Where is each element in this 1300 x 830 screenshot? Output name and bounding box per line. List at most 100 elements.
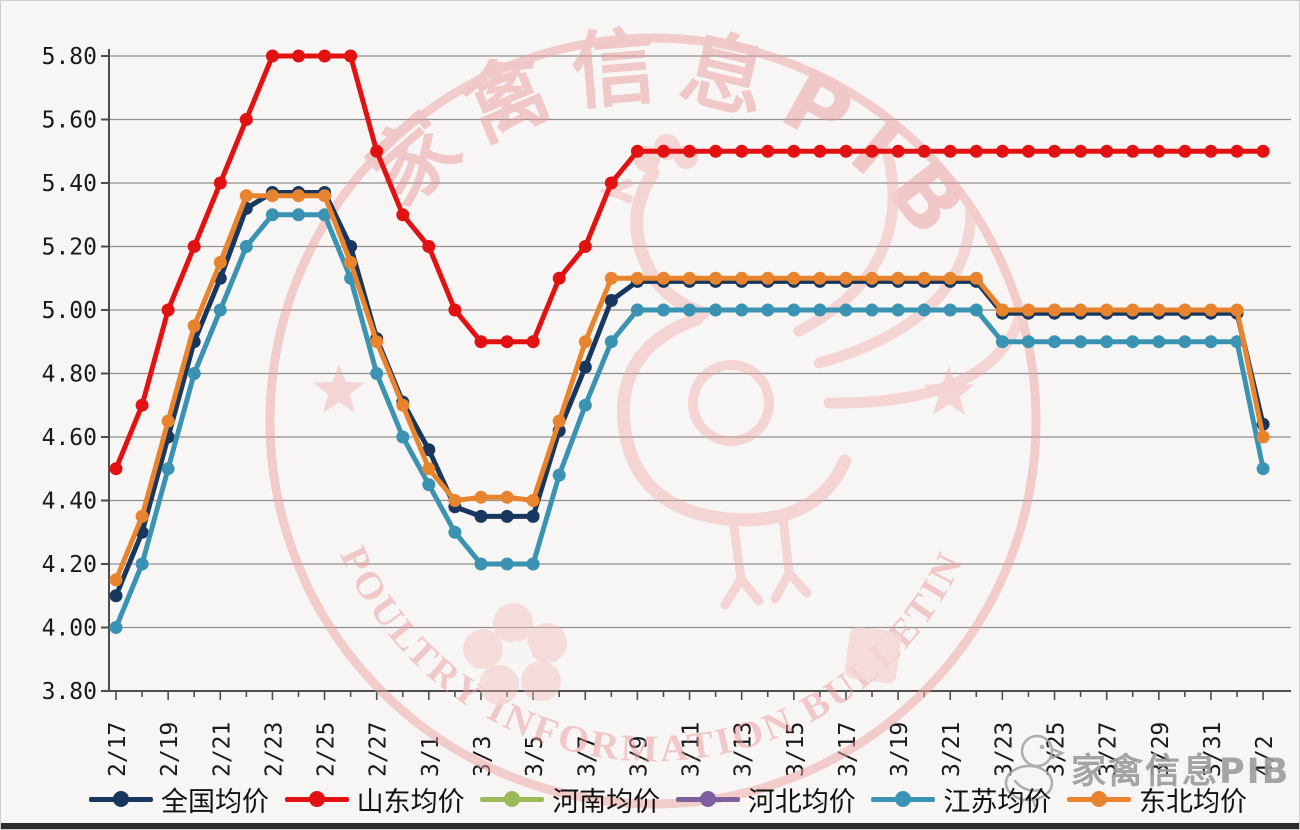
- data-point: [1256, 462, 1270, 476]
- data-point: [787, 303, 801, 317]
- data-point: [604, 271, 618, 285]
- legend-item-5: 东北均价: [1066, 780, 1247, 819]
- y-axis-label: 4.20: [42, 552, 97, 578]
- data-point: [995, 335, 1009, 349]
- data-point: [735, 303, 749, 317]
- data-point: [396, 430, 410, 444]
- data-point: [735, 144, 749, 158]
- legend-item-0: 全国均价: [89, 780, 269, 819]
- data-point: [161, 414, 175, 428]
- data-point: [657, 303, 670, 317]
- y-axis-label: 4.40: [42, 489, 97, 515]
- data-point: [500, 557, 514, 571]
- data-point: [917, 144, 931, 158]
- data-point: [187, 240, 201, 253]
- data-point: [526, 494, 540, 507]
- data-point: [265, 208, 279, 222]
- x-axis-label: 3/31: [1200, 722, 1226, 777]
- data-point: [683, 303, 696, 317]
- data-point: [344, 49, 358, 63]
- y-axis-label: 5.60: [42, 108, 97, 134]
- data-point: [318, 189, 332, 203]
- series-5: [109, 189, 1270, 587]
- x-axis-label: 2/27: [366, 722, 392, 777]
- data-point: [161, 303, 175, 317]
- data-point: [474, 335, 488, 349]
- x-axis-label: 2/19: [157, 722, 183, 777]
- chart-axes: 5.80 5.60 5.40 5.20 5.00 4.80 4.60 4.40 4.20 4.00…: [42, 44, 1291, 777]
- data-point: [422, 462, 436, 476]
- y-axis-label: 4.60: [42, 425, 97, 451]
- data-point: [839, 303, 853, 317]
- x-axis-label: 3/23: [991, 722, 1017, 777]
- data-point: [891, 271, 905, 285]
- star-icon: [313, 364, 365, 413]
- data-point: [969, 303, 983, 317]
- data-point: [1100, 303, 1114, 317]
- data-point: [1152, 144, 1166, 158]
- data-point: [448, 494, 462, 507]
- data-point: [943, 144, 957, 158]
- x-axis-label: 2/23: [261, 722, 287, 777]
- legend-label: 山东均价: [356, 786, 465, 818]
- x-axis-label: 3/21: [939, 722, 965, 777]
- data-point: [995, 303, 1009, 317]
- x-axis-label: 3/11: [679, 722, 705, 777]
- x-axis-label: 3/5: [522, 735, 548, 777]
- chart-series: [109, 49, 1270, 634]
- data-point: [161, 462, 175, 476]
- y-axis-label: 5.40: [42, 171, 97, 197]
- data-point: [1178, 303, 1192, 317]
- data-point: [109, 462, 123, 476]
- data-point: [630, 271, 644, 285]
- data-point: [292, 208, 305, 222]
- x-axis-label: 3/27: [1096, 722, 1122, 777]
- x-axis-label: 3/19: [887, 722, 913, 777]
- data-point: [578, 398, 592, 412]
- data-point: [1152, 335, 1166, 349]
- x-axis-label: 3/29: [1148, 722, 1174, 777]
- data-point: [943, 303, 957, 317]
- pib-logo: 家禽信息PIB: [999, 729, 1290, 807]
- data-point: [604, 294, 618, 307]
- data-point: [683, 144, 696, 158]
- data-point: [657, 144, 670, 158]
- data-point: [370, 335, 384, 349]
- y-axis-label: 5.80: [42, 44, 97, 70]
- data-point: [500, 335, 514, 349]
- data-point: [891, 303, 905, 317]
- data-point: [813, 303, 827, 317]
- data-point: [1022, 335, 1035, 349]
- legend-marker: [480, 791, 545, 807]
- data-point: [552, 271, 566, 285]
- data-point: [1126, 335, 1140, 349]
- data-point: [474, 490, 488, 504]
- data-point: [292, 189, 305, 203]
- data-point: [578, 335, 592, 349]
- data-point: [1022, 144, 1035, 158]
- data-point: [213, 255, 227, 269]
- data-point: [604, 176, 618, 190]
- x-axis-label: 4/2: [1252, 735, 1278, 777]
- data-point: [1048, 335, 1061, 349]
- data-point: [239, 189, 253, 203]
- data-point: [1256, 144, 1270, 158]
- rooster-graphic: [598, 134, 1027, 610]
- data-point: [1178, 335, 1192, 349]
- data-point: [318, 49, 332, 63]
- data-point: [891, 144, 905, 158]
- data-point: [109, 573, 123, 587]
- data-point: [865, 303, 879, 317]
- series-4: [109, 208, 1270, 634]
- y-axis-label: 4.80: [42, 362, 97, 388]
- data-point: [500, 509, 514, 523]
- data-point: [1048, 303, 1061, 317]
- data-point: [735, 271, 749, 285]
- data-point: [578, 240, 592, 253]
- data-point: [1230, 144, 1244, 158]
- data-point: [1204, 335, 1218, 349]
- data-point: [709, 303, 723, 317]
- data-point: [109, 589, 123, 603]
